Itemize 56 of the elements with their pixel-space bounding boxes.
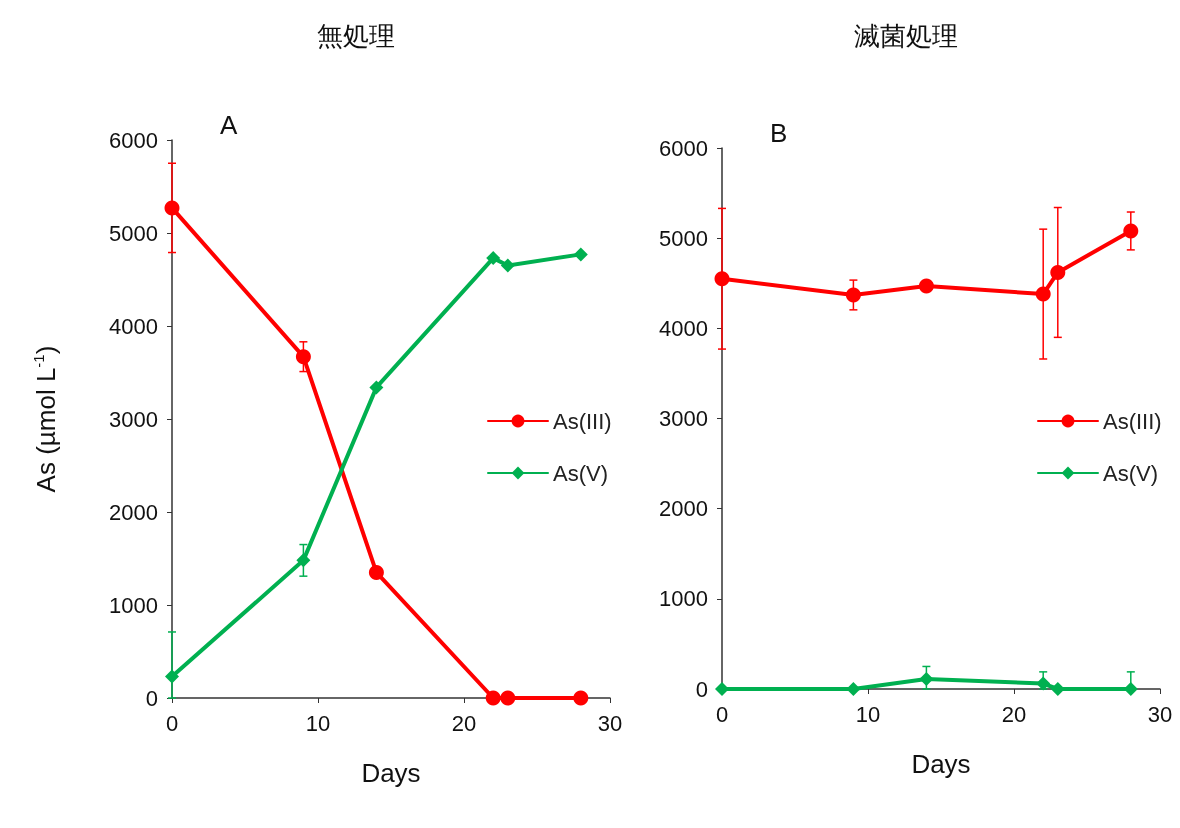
point — [295, 349, 311, 365]
x-tick-label: 0 — [715, 701, 729, 727]
point — [1036, 676, 1051, 691]
point — [715, 682, 729, 696]
point — [573, 247, 588, 262]
point — [918, 278, 934, 294]
point — [919, 672, 934, 687]
x-tick-label: 10 — [855, 701, 881, 727]
point — [846, 682, 861, 696]
y-tick-label: 6000 — [659, 135, 708, 161]
y-tick-label: 4000 — [659, 315, 708, 341]
x-tick-label: 10 — [305, 710, 331, 736]
point — [845, 287, 861, 303]
text: B — [770, 118, 788, 148]
legend-label: As(III) — [1103, 408, 1162, 434]
point — [1050, 264, 1066, 280]
chart-title: 滅菌処理 — [854, 21, 958, 51]
y-tick-label: 2000 — [659, 496, 708, 522]
x-axis-title: Days — [361, 758, 421, 788]
point — [714, 271, 730, 287]
y-tick-label: 4000 — [109, 313, 158, 339]
y-tick-label: 5000 — [659, 225, 708, 251]
y-tick-label: 0 — [695, 676, 708, 702]
legend-label: As(III) — [553, 408, 612, 434]
point — [1123, 223, 1139, 239]
point — [573, 690, 589, 706]
x-tick-label: 20 — [451, 710, 477, 736]
point — [486, 251, 501, 266]
point — [368, 564, 384, 580]
point — [500, 258, 515, 273]
point — [1035, 286, 1051, 302]
point — [165, 669, 179, 684]
y-tick-label: 2000 — [109, 499, 158, 525]
chart-title: 無処理 — [317, 21, 395, 51]
legend-label: As(V) — [1103, 460, 1158, 486]
x-tick-label: 20 — [1001, 701, 1027, 727]
y-tick-label: 1000 — [659, 586, 708, 612]
x-tick-label: 0 — [165, 710, 179, 736]
text: A — [220, 110, 238, 140]
x-axis-title: Days — [911, 749, 971, 779]
y-tick-label: 5000 — [109, 220, 158, 246]
y-tick-label: 3000 — [109, 406, 158, 432]
point — [1050, 682, 1065, 696]
x-tick-label: 30 — [597, 710, 623, 736]
point — [500, 690, 516, 706]
y-tick-label: 6000 — [109, 127, 158, 153]
legend-label: As(V) — [553, 460, 608, 486]
x-tick-label: 30 — [1147, 701, 1173, 727]
point — [369, 380, 384, 395]
point — [164, 200, 180, 216]
point — [296, 553, 311, 568]
y-tick-label: 1000 — [109, 592, 158, 618]
y-axis-title: As (µmol L-1) — [30, 345, 61, 493]
y-tick-label: 3000 — [659, 406, 708, 431]
point — [485, 690, 501, 706]
y-tick-label: 0 — [145, 685, 158, 711]
